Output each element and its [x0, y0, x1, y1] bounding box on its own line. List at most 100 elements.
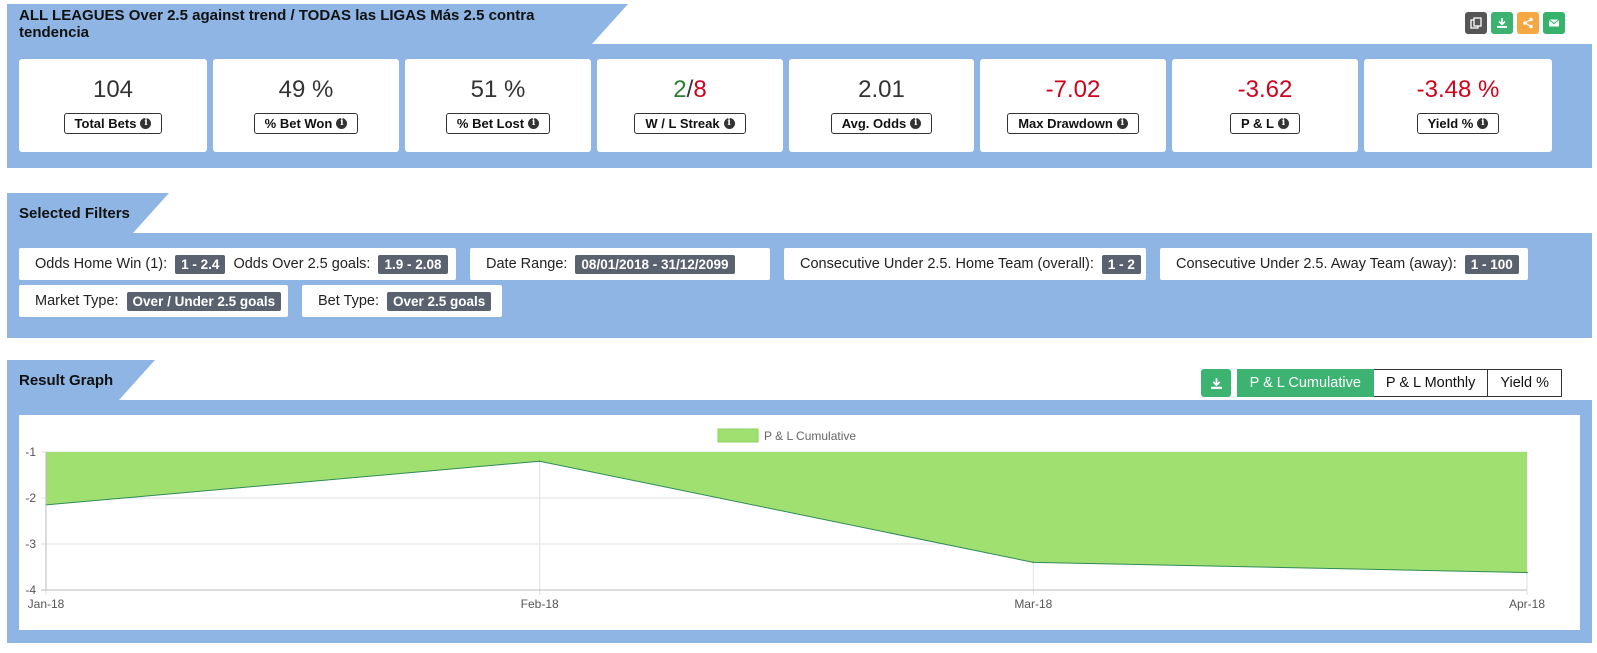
x-tick-label: Feb-18 [521, 597, 559, 611]
info-icon: i [1278, 118, 1289, 129]
y-tick-label: -2 [25, 491, 36, 505]
filter-consecutive-home: Consecutive Under 2.5. Home Team (overal… [784, 248, 1146, 280]
tab-yield[interactable]: Yield % [1488, 369, 1562, 397]
filter-badge: 1 - 100 [1464, 254, 1519, 274]
tab-pl-cumulative[interactable]: P & L Cumulative [1236, 369, 1374, 397]
loss-streak: 8 [693, 76, 707, 103]
download-icon [1210, 377, 1222, 389]
filters-title-text: Selected Filters [19, 204, 130, 222]
graph-download-button[interactable] [1201, 369, 1231, 397]
filter-odds: Odds Home Win (1): 1 - 2.4 Odds Over 2.5… [19, 248, 456, 280]
stat-label-text: % Bet Won [264, 116, 333, 131]
stat-label-button[interactable]: % Bet Lost i [445, 113, 551, 134]
stat-label-button[interactable]: W / L Streak i [634, 113, 746, 134]
stat-bet-lost: 51 % % Bet Lost i [405, 59, 591, 152]
filter-market-type: Market Type: Over / Under 2.5 goals [19, 285, 288, 317]
stat-value: 2.01 [858, 76, 905, 103]
email-icon[interactable] [1543, 12, 1565, 34]
info-icon: i [910, 118, 922, 129]
stat-wl-streak: 2/8 W / L Streak i [597, 59, 783, 152]
stat-value: 2/8 [673, 75, 706, 105]
stat-value: 104 [92, 76, 134, 103]
filter-badge: 1.9 - 2.08 [378, 254, 448, 274]
series-line [45, 460, 1528, 574]
info-icon: i [723, 118, 735, 129]
stat-label-text: Yield % [1427, 116, 1474, 131]
x-tick-label: Mar-18 [1014, 597, 1052, 611]
filter-label: Consecutive Under 2.5. Home Team (overal… [800, 256, 1094, 272]
stat-value: 49 % [278, 76, 334, 103]
filter-badge: 1 - 2 [1101, 254, 1141, 274]
win-streak: 2 [673, 76, 687, 103]
info-icon: i [1116, 118, 1128, 129]
info-icon: i [528, 118, 540, 129]
stat-label-button[interactable]: Total Bets i [63, 113, 163, 134]
filter-label: Odds Over 2.5 goals: [233, 256, 371, 272]
stat-total-bets: 104 Total Bets i [19, 59, 207, 152]
filter-consecutive-away: Consecutive Under 2.5. Away Team (away):… [1160, 248, 1528, 280]
stats-panel: 104 Total Bets i 49 % % Bet Won i 51 % % B… [7, 44, 1592, 168]
data-point [1526, 571, 1528, 574]
y-tick-label: -1 [25, 445, 36, 459]
x-tick-label: Apr-18 [1509, 597, 1545, 611]
stat-avg-odds: 2.01 Avg. Odds i [789, 59, 974, 152]
graph-title: Result Graph [7, 360, 155, 400]
stat-value: -3.48 % [1416, 76, 1500, 103]
filters-title: Selected Filters [7, 193, 169, 233]
graph-title-text: Result Graph [19, 371, 114, 389]
info-icon: i [336, 118, 348, 129]
filter-label: Date Range: [486, 256, 568, 272]
tab-pl-monthly[interactable]: P & L Monthly [1373, 369, 1489, 397]
stat-label-text: Total Bets [74, 116, 137, 131]
stat-value: -7.02 [1045, 76, 1101, 103]
stat-pl: -3.62 P & L i [1172, 59, 1358, 152]
stat-yield: -3.48 % Yield % i [1364, 59, 1552, 152]
data-point [1032, 561, 1035, 564]
filter-label: Bet Type: [318, 293, 379, 309]
legend-label: P & L Cumulative [764, 429, 856, 443]
page-title-text: ALL LEAGUES Over 2.5 against trend / TOD… [19, 7, 535, 41]
info-icon: i [140, 118, 152, 129]
filter-bet-type: Bet Type: Over 2.5 goals [302, 285, 502, 317]
stat-label-button[interactable]: % Bet Won i [253, 113, 359, 134]
stat-label-button[interactable]: Yield % i [1416, 113, 1500, 134]
stat-label-button[interactable]: Max Drawdown i [1007, 113, 1139, 134]
filter-label: Consecutive Under 2.5. Away Team (away): [1176, 256, 1457, 272]
graph-toggle-group: P & L Cumulative P & L Monthly Yield % [1236, 369, 1562, 397]
page-title: ALL LEAGUES Over 2.5 against trend / TOD… [7, 4, 628, 44]
stat-label-button[interactable]: Avg. Odds i [830, 113, 933, 134]
share-icon[interactable] [1517, 12, 1539, 34]
stat-label-text: % Bet Lost [456, 116, 525, 131]
y-tick-label: -4 [25, 583, 36, 597]
stat-max-drawdown: -7.02 Max Drawdown i [980, 59, 1166, 152]
filter-label: Odds Home Win (1): [35, 256, 168, 272]
info-icon: i [1477, 118, 1489, 129]
chart-container: -1 -2 -3 -4 Jan-18 Feb-18 Mar-18 Apr-18 P & L Cu… [19, 415, 1580, 630]
x-tick-label: Jan-18 [28, 597, 65, 611]
filter-date-range: Date Range: 08/01/2018 - 31/12/2099 [470, 248, 770, 280]
filter-label: Market Type: [35, 293, 119, 309]
stat-bet-won: 49 % % Bet Won i [213, 59, 399, 152]
filter-badge: Over 2.5 goals [387, 291, 492, 311]
stat-label-text: Avg. Odds [841, 116, 907, 131]
header-actions [1465, 12, 1565, 34]
download-icon[interactable] [1491, 12, 1513, 34]
legend-swatch [717, 428, 759, 443]
stat-value: 51 % [470, 76, 526, 103]
streak-separator: / [686, 76, 694, 103]
y-tick-label: -3 [25, 537, 36, 551]
stat-value: -3.62 [1237, 76, 1293, 103]
filter-badge: 08/01/2018 - 31/12/2099 [575, 254, 735, 274]
stat-label-text: W / L Streak [645, 116, 720, 131]
copy-icon[interactable] [1465, 12, 1487, 34]
graph-panel: -1 -2 -3 -4 Jan-18 Feb-18 Mar-18 Apr-18 P & L Cu… [7, 400, 1592, 643]
stat-label-text: Max Drawdown [1018, 116, 1113, 131]
stat-label-text: P & L [1241, 116, 1274, 131]
filter-badge: 1 - 2.4 [175, 254, 226, 274]
filters-panel: Odds Home Win (1): 1 - 2.4 Odds Over 2.5… [7, 233, 1592, 338]
filter-badge: Over / Under 2.5 goals [126, 291, 282, 311]
data-point [538, 460, 541, 462]
area-fill [46, 452, 1527, 573]
